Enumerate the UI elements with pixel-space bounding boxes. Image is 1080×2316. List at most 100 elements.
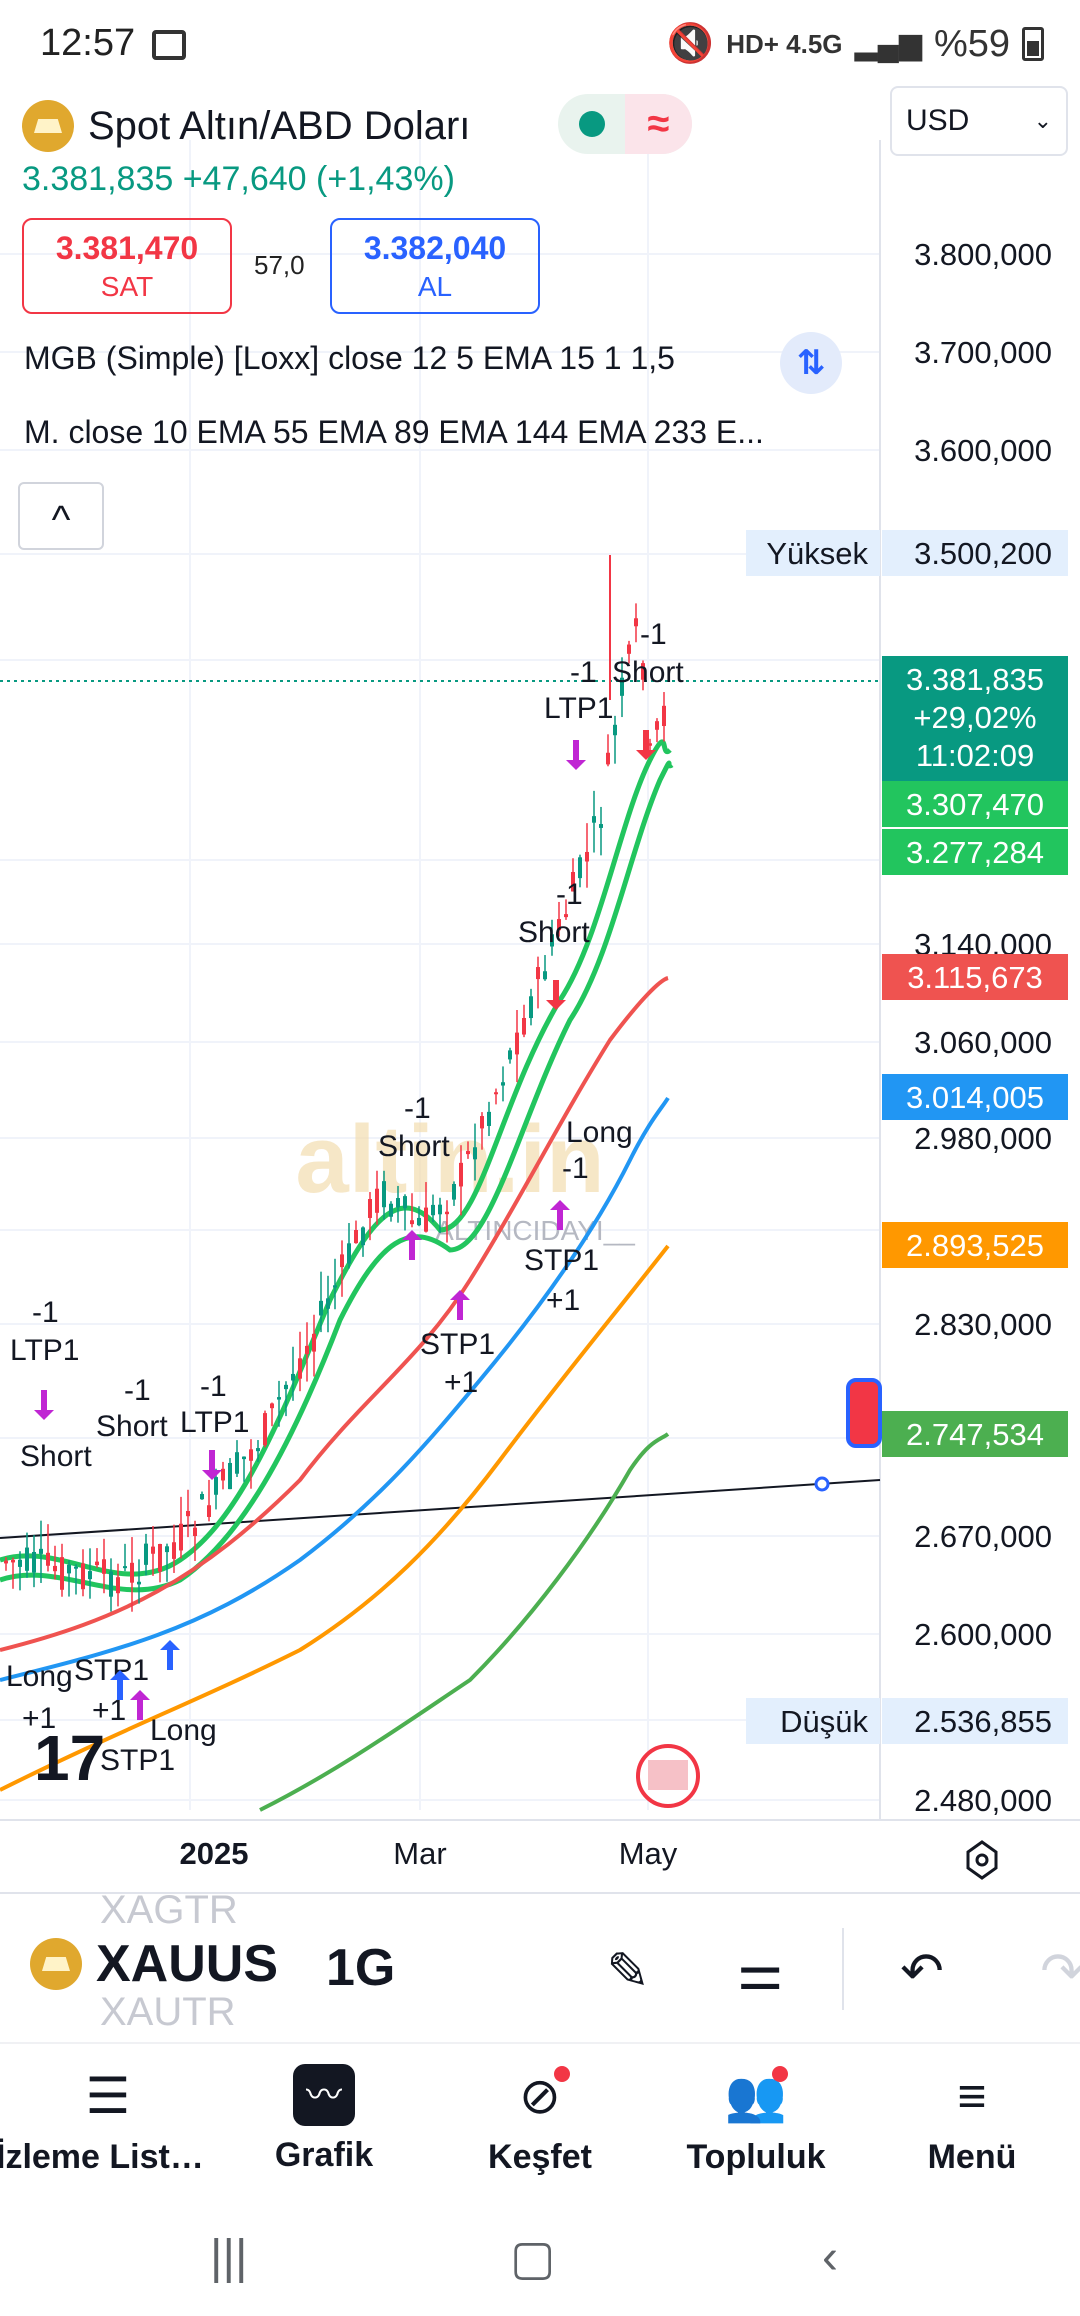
candle-body [515,1032,519,1055]
price-axis: 3.800,0003.700,0003.600,0003.140,0003.06… [746,237,1068,1818]
nav-community[interactable]: 👥 Topluluk [648,2044,864,2192]
signal-label: STP1 [74,1654,149,1687]
sell-button[interactable]: 3.381,470 SAT [22,218,232,314]
nav-watchlist[interactable]: ☰ İzleme Listesi [0,2044,216,2192]
signal-label: Long [566,1116,633,1149]
candle-body [74,1566,78,1569]
redo-icon[interactable]: ↷ [1040,1943,1080,2001]
symbol-title[interactable]: Spot Altın/ABD Doları [88,103,471,148]
candle-body [312,1333,316,1352]
candle-body [473,1147,477,1160]
market-open-icon[interactable] [558,94,625,154]
time-axis: 2025 Mar May 17 [34,1722,998,1880]
candle-body [116,1577,120,1594]
indicator-legend-ema[interactable]: M. close 10 EMA 55 EMA 89 EMA 144 EMA 23… [24,414,764,450]
delayed-data-icon[interactable]: ≈ [625,94,692,154]
candle-body [459,1162,463,1187]
candle-body [585,851,589,862]
candle-body [277,1397,281,1400]
back-icon[interactable]: ‹ [822,2231,838,2284]
signal-icon: ▂▄▆ [854,27,922,61]
candle-body [396,1198,400,1208]
collapse-legend-button[interactable]: ^ [18,482,104,550]
price-tick-label: 2.480,000 [914,1783,1052,1818]
notification-dot [554,2066,570,2082]
toolbar-divider [842,1928,844,2010]
signal-arrow-icon [202,1450,222,1480]
candle-body [613,724,617,736]
high-value-tag [882,530,1068,576]
signal-label: Short [96,1410,168,1443]
swap-arrows-icon[interactable]: ⇅ [780,332,842,394]
candle-body [39,1548,43,1554]
price-tick-label: 2.670,000 [914,1519,1052,1554]
candle-body [445,1211,449,1215]
ema-value-label: 3.014,005 [906,1080,1044,1115]
candle-body [249,1449,253,1461]
candle-body [606,752,610,765]
interval-button[interactable]: 1G [326,1939,396,1997]
candle-body [648,743,652,746]
candle-body [340,1254,344,1268]
signal-label: -1 [124,1374,151,1407]
high-tag [746,530,880,576]
buy-button[interactable]: 3.382,040 AL [330,218,540,314]
candle-body [88,1571,92,1580]
notification-dot [772,2066,788,2082]
candle-body [305,1345,309,1355]
ema-line-2 [0,976,669,1652]
candle-body [11,1559,15,1563]
mute-icon: 🔇 [666,23,715,65]
undo-icon[interactable]: ↶ [900,1943,944,2001]
signal-label: +1 [546,1284,580,1317]
signal-label: +1 [444,1366,478,1399]
ema-line-0 [0,739,672,1577]
candle-body [95,1561,99,1566]
battery-icon [1022,27,1044,61]
symbol-row[interactable]: Spot Altın/ABD Doları [22,98,470,154]
ema-value-label: 3.115,673 [907,960,1043,995]
candle-body [158,1544,162,1572]
prev-symbol[interactable]: XAGTR [100,1888,238,1932]
signal-label: LTP1 [544,692,613,725]
gold-bar-icon [22,100,74,152]
signal-label: +1 [22,1702,56,1735]
pencil-icon[interactable]: ✎ [606,1943,650,2001]
recents-icon[interactable]: ||| [210,2231,248,2284]
candle-body [403,1196,407,1209]
price-tick-label: 2.600,000 [914,1617,1052,1652]
signal-label: Long [150,1714,217,1747]
buy-label: AL [417,271,453,302]
signal-label: Long [6,1660,73,1693]
home-icon[interactable]: ▢ [510,2232,556,2285]
symbol-picker[interactable]: XAGTR XAUUSD XAUTR [30,1888,276,2034]
candle-body [634,618,638,627]
indicator-legend-mgb[interactable]: MGB (Simple) [Loxx] close 12 5 EMA 15 1 … [24,340,675,376]
candle-body [347,1243,351,1264]
signal-label: STP1 [420,1328,495,1361]
price-tick-label: 3.600,000 [914,433,1052,468]
candle-body [144,1543,148,1565]
market-status-pills[interactable]: ≈ [558,94,692,154]
nav-menu[interactable]: ≡ Menü [864,2044,1080,2192]
watermark: altin.in [295,1106,604,1213]
nav-chart[interactable]: 〰 Grafik [216,2044,432,2192]
candle-body [151,1546,155,1554]
next-symbol[interactable]: XAUTR [100,1990,236,2034]
candle-body [424,1207,428,1232]
nav-explore[interactable]: ⊘ Keşfet [432,2044,648,2192]
candle-body [319,1300,323,1316]
candle-body [81,1563,85,1590]
candle-body [466,1151,470,1155]
sliders-icon[interactable]: ⚌ [736,1943,784,2001]
candle-body [361,1227,365,1246]
bottom-navigation: ☰ İzleme Listesi 〰 Grafik ⊘ Keşfet 👥 Top… [0,2042,1080,2192]
candle-body [620,677,624,696]
currency-select[interactable]: USD ⌄ [890,86,1068,156]
ema-line-3 [0,1096,670,1682]
low-label: Düşük [780,1704,868,1739]
toolbar-symbol[interactable]: XAUUSD [96,1935,276,1993]
chevron-down-icon: ⌄ [1033,108,1052,133]
signal-arrow-icon [450,1290,470,1320]
